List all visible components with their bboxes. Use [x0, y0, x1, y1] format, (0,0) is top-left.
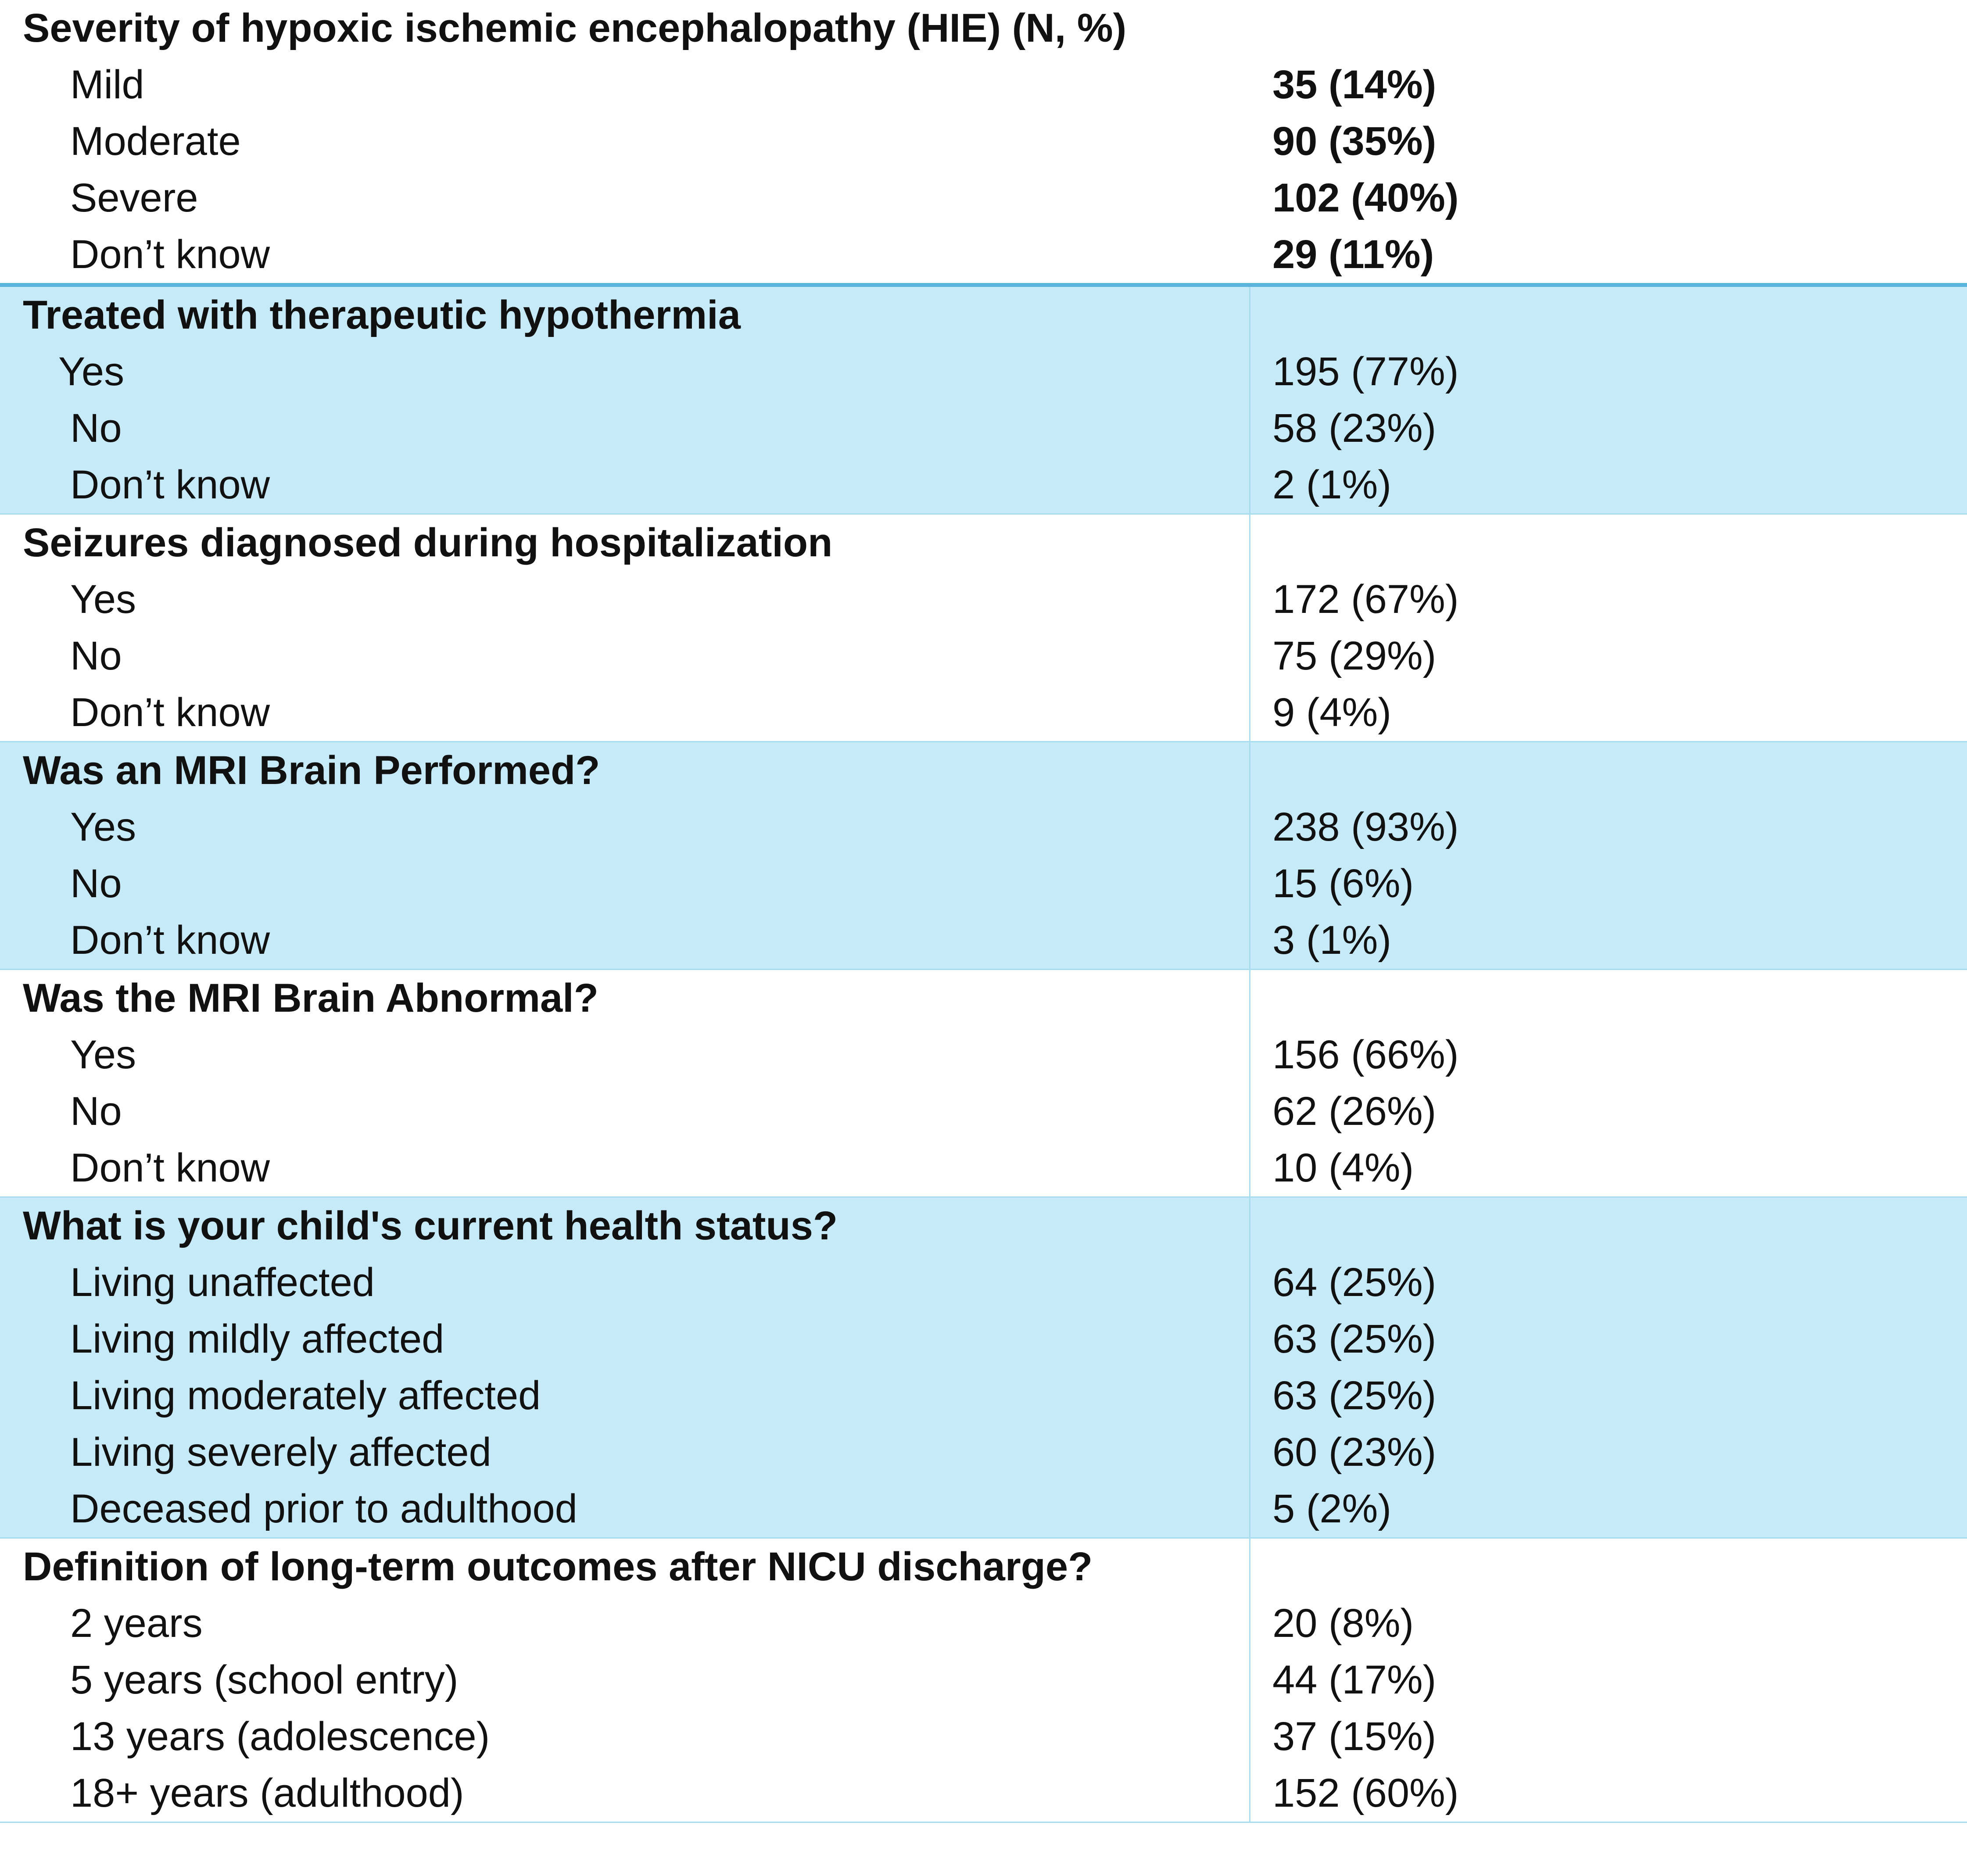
row-label: No — [70, 634, 122, 678]
table-row: No 15 (6%) — [0, 856, 1967, 912]
section-heading: What is your child's current health stat… — [23, 1203, 838, 1248]
row-label: 18+ years (adulthood) — [70, 1771, 464, 1815]
table-row: Don’t know 9 (4%) — [0, 684, 1967, 741]
table-row: No 75 (29%) — [0, 628, 1967, 684]
row-value: 9 (4%) — [1272, 690, 1391, 735]
row-value: 195 (77%) — [1272, 349, 1459, 394]
row-value: 75 (29%) — [1272, 634, 1437, 678]
table-row: Living moderately affected 63 (25%) — [0, 1368, 1967, 1424]
section-heading-row: Seizures diagnosed during hospitalizatio… — [0, 515, 1967, 571]
row-label: Don’t know — [70, 1146, 270, 1190]
table-row: 5 years (school entry) 44 (17%) — [0, 1652, 1967, 1708]
row-label: 13 years (adolescence) — [70, 1714, 490, 1759]
section-therapeutic-hypothermia: Treated with therapeutic hypothermia Yes… — [0, 287, 1967, 515]
row-value: 63 (25%) — [1272, 1317, 1437, 1361]
row-label: No — [70, 406, 122, 451]
row-label: No — [70, 1089, 122, 1134]
row-value: 44 (17%) — [1272, 1658, 1437, 1702]
section-heading: Was the MRI Brain Abnormal? — [23, 976, 598, 1020]
section-heading: Was an MRI Brain Performed? — [23, 748, 600, 793]
table-row: Don’t know 29 (11%) — [0, 226, 1967, 283]
section-heading-row: Was the MRI Brain Abnormal? — [0, 970, 1967, 1027]
table-row: Mild 35 (14%) — [0, 57, 1967, 113]
row-label: Living moderately affected — [70, 1373, 541, 1418]
section-heading-row: What is your child's current health stat… — [0, 1198, 1967, 1254]
row-value: 152 (60%) — [1272, 1771, 1459, 1815]
table-row: 13 years (adolescence) 37 (15%) — [0, 1708, 1967, 1765]
section-heading-row: Was an MRI Brain Performed? — [0, 742, 1967, 799]
table-row: Moderate 90 (35%) — [0, 113, 1967, 170]
section-heading-row: Treated with therapeutic hypothermia — [0, 287, 1967, 344]
table-row: No 62 (26%) — [0, 1083, 1967, 1140]
table-row: Yes 172 (67%) — [0, 571, 1967, 628]
row-value: 63 (25%) — [1272, 1373, 1437, 1418]
row-value: 156 (66%) — [1272, 1032, 1459, 1077]
section-heading: Treated with therapeutic hypothermia — [23, 293, 741, 337]
section-long-term-outcomes: Definition of long-term outcomes after N… — [0, 1539, 1967, 1823]
row-value: 20 (8%) — [1272, 1601, 1414, 1646]
row-label: Don’t know — [70, 232, 270, 277]
row-value: 15 (6%) — [1272, 861, 1414, 906]
row-value: 102 (40%) — [1272, 175, 1459, 220]
section-heading: Seizures diagnosed during hospitalizatio… — [23, 520, 833, 565]
row-label: Don’t know — [70, 462, 270, 507]
table-row: Living mildly affected 63 (25%) — [0, 1311, 1967, 1368]
section-heading: Definition of long-term outcomes after N… — [23, 1544, 1093, 1589]
row-value: 10 (4%) — [1272, 1146, 1414, 1190]
table-row: Yes 195 (77%) — [0, 344, 1967, 400]
section-hie-severity: Severity of hypoxic ischemic encephalopa… — [0, 0, 1967, 287]
table-row: Don’t know 10 (4%) — [0, 1140, 1967, 1196]
table-row: Yes 238 (93%) — [0, 799, 1967, 856]
section-heading-row: Severity of hypoxic ischemic encephalopa… — [0, 0, 1967, 57]
row-label: Mild — [70, 62, 144, 107]
row-label: Moderate — [70, 119, 241, 164]
section-seizures: Seizures diagnosed during hospitalizatio… — [0, 515, 1967, 742]
section-mri-abnormal: Was the MRI Brain Abnormal? Yes 156 (66%… — [0, 970, 1967, 1198]
table-row: Don’t know 2 (1%) — [0, 457, 1967, 513]
table-row: Deceased prior to adulthood 5 (2%) — [0, 1481, 1967, 1537]
section-current-health-status: What is your child's current health stat… — [0, 1198, 1967, 1539]
row-label: Living severely affected — [70, 1430, 491, 1475]
row-value: 62 (26%) — [1272, 1089, 1437, 1134]
row-value: 37 (15%) — [1272, 1714, 1437, 1759]
row-value: 5 (2%) — [1272, 1486, 1391, 1531]
section-heading-row: Definition of long-term outcomes after N… — [0, 1539, 1967, 1595]
row-label: Yes — [70, 1032, 136, 1077]
section-mri-performed: Was an MRI Brain Performed? Yes 238 (93%… — [0, 742, 1967, 970]
row-label: Living mildly affected — [70, 1317, 444, 1361]
row-label: Yes — [58, 349, 125, 394]
row-value: 60 (23%) — [1272, 1430, 1437, 1475]
row-label: Don’t know — [70, 690, 270, 735]
section-heading: Severity of hypoxic ischemic encephalopa… — [23, 6, 1127, 50]
row-label: Deceased prior to adulthood — [70, 1486, 577, 1531]
row-value: 2 (1%) — [1272, 462, 1391, 507]
row-label: Severe — [70, 175, 198, 220]
row-label: Yes — [70, 577, 136, 622]
table-row: 2 years 20 (8%) — [0, 1595, 1967, 1652]
row-value: 90 (35%) — [1272, 119, 1437, 164]
row-label: Living unaffected — [70, 1260, 375, 1305]
row-label: Yes — [70, 805, 136, 849]
row-value: 35 (14%) — [1272, 62, 1437, 107]
table-row: 18+ years (adulthood) 152 (60%) — [0, 1765, 1967, 1822]
table-row: Severe 102 (40%) — [0, 170, 1967, 226]
row-value: 172 (67%) — [1272, 577, 1459, 622]
table-row: Living severely affected 60 (23%) — [0, 1424, 1967, 1481]
table-row: No 58 (23%) — [0, 400, 1967, 457]
row-value: 3 (1%) — [1272, 918, 1391, 963]
table-row: Don’t know 3 (1%) — [0, 912, 1967, 969]
row-value: 238 (93%) — [1272, 805, 1459, 849]
row-label: 5 years (school entry) — [70, 1658, 459, 1702]
row-label: Don’t know — [70, 918, 270, 963]
row-value: 58 (23%) — [1272, 406, 1437, 451]
table-row: Living unaffected 64 (25%) — [0, 1254, 1967, 1311]
data-table: Severity of hypoxic ischemic encephalopa… — [0, 0, 1967, 1823]
row-label: No — [70, 861, 122, 906]
row-value: 64 (25%) — [1272, 1260, 1437, 1305]
row-label: 2 years — [70, 1601, 203, 1646]
table-row: Yes 156 (66%) — [0, 1027, 1967, 1083]
row-value: 29 (11%) — [1272, 232, 1434, 277]
